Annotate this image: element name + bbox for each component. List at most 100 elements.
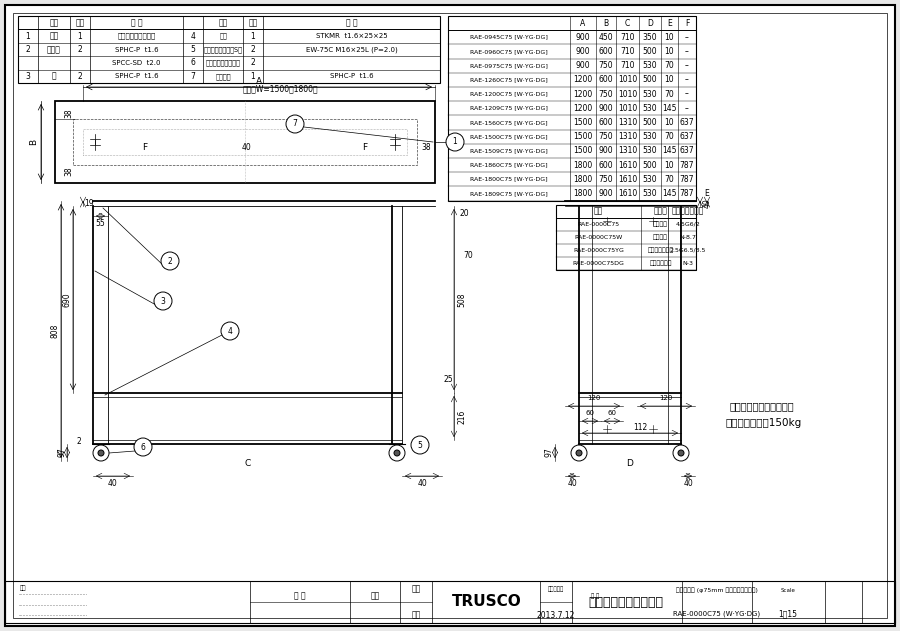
Text: 1: 1 xyxy=(25,32,31,40)
Text: 1310: 1310 xyxy=(618,146,637,155)
Text: 均等静止荷重：150kg: 均等静止荷重：150kg xyxy=(725,418,801,428)
Text: 10: 10 xyxy=(665,75,674,85)
Text: 1200: 1200 xyxy=(573,90,592,98)
Circle shape xyxy=(154,292,172,310)
Text: 530: 530 xyxy=(643,133,657,141)
Text: 600: 600 xyxy=(598,75,613,85)
Text: D: D xyxy=(626,459,634,468)
Text: RAE-0975C75 [W·YG·DG]: RAE-0975C75 [W·YG·DG] xyxy=(470,63,548,68)
Text: 900: 900 xyxy=(598,104,613,113)
Text: –: – xyxy=(685,33,688,42)
Text: ..............................................: ........................................… xyxy=(18,601,87,606)
Text: 900: 900 xyxy=(576,61,590,70)
Text: ..............................................: ........................................… xyxy=(18,591,87,596)
Text: 承 認: 承 認 xyxy=(294,591,306,601)
Text: 38: 38 xyxy=(421,143,431,153)
Text: 2: 2 xyxy=(25,45,31,54)
Text: 450: 450 xyxy=(598,33,613,42)
Text: 40: 40 xyxy=(703,198,712,208)
Text: 4: 4 xyxy=(228,326,232,336)
Text: 森田: 森田 xyxy=(411,611,420,620)
Text: 40: 40 xyxy=(242,143,252,153)
Circle shape xyxy=(394,450,400,456)
Text: 1500: 1500 xyxy=(573,118,593,127)
Text: 710: 710 xyxy=(620,47,634,56)
Text: 名称: 名称 xyxy=(219,18,228,27)
Text: 通番: 通番 xyxy=(20,586,26,591)
Text: 2: 2 xyxy=(76,437,81,445)
Text: D: D xyxy=(647,18,652,28)
Text: 350: 350 xyxy=(643,33,657,42)
Circle shape xyxy=(221,322,239,340)
Text: 2: 2 xyxy=(77,72,83,81)
Text: 40: 40 xyxy=(108,480,118,488)
Text: 7: 7 xyxy=(292,119,297,129)
Text: 70: 70 xyxy=(664,61,674,70)
Text: N-3: N-3 xyxy=(682,261,694,266)
Text: 数量: 数量 xyxy=(248,18,257,27)
Text: ホワイト: ホワイト xyxy=(653,234,668,240)
Text: 1：15: 1：15 xyxy=(778,610,797,618)
Text: E: E xyxy=(705,189,709,199)
Text: 25: 25 xyxy=(443,375,453,384)
Text: N-8.7: N-8.7 xyxy=(680,235,697,240)
Text: Scale: Scale xyxy=(780,587,796,593)
Text: 530: 530 xyxy=(643,90,657,98)
Text: 1200: 1200 xyxy=(573,104,592,113)
Text: EW-75C M16×25L (P=2.0): EW-75C M16×25L (P=2.0) xyxy=(306,46,398,53)
Text: 120: 120 xyxy=(660,395,672,401)
Text: 500: 500 xyxy=(643,161,657,170)
Text: RAE-1800C75 [W·YG·DG]: RAE-1800C75 [W·YG·DG] xyxy=(470,177,548,182)
Text: SPHC-P  t1.6: SPHC-P t1.6 xyxy=(114,73,158,80)
Text: 備 考: 備 考 xyxy=(346,18,357,27)
Text: 2: 2 xyxy=(77,45,83,54)
Text: 750: 750 xyxy=(598,175,613,184)
Text: F: F xyxy=(685,18,689,28)
Text: 40: 40 xyxy=(567,480,577,488)
Text: 上枚補強: 上枚補強 xyxy=(215,73,230,80)
Text: 216: 216 xyxy=(457,410,466,423)
Text: 名称: 名称 xyxy=(50,18,58,27)
Text: RAE-0000C75W: RAE-0000C75W xyxy=(574,235,623,240)
Text: –: – xyxy=(685,61,688,70)
Text: 2: 2 xyxy=(167,256,173,266)
Text: RAE-1209C75 [W·YG·DG]: RAE-1209C75 [W·YG·DG] xyxy=(470,106,548,111)
Text: 脚: 脚 xyxy=(51,72,57,81)
Text: B: B xyxy=(30,139,39,145)
Circle shape xyxy=(571,445,587,461)
Text: 70: 70 xyxy=(664,133,674,141)
Text: 6: 6 xyxy=(140,442,146,452)
Text: 637: 637 xyxy=(680,146,694,155)
Text: 変 更: 変 更 xyxy=(591,593,599,599)
Text: SPHC-P  t1.6: SPHC-P t1.6 xyxy=(114,47,158,52)
Text: RAE-0945C75 [W·YG·DG]: RAE-0945C75 [W·YG·DG] xyxy=(470,35,548,40)
Text: マンセル近似値: マンセル近似値 xyxy=(671,206,704,216)
Text: 145: 145 xyxy=(662,146,677,155)
Text: C: C xyxy=(625,18,630,28)
Text: –: – xyxy=(685,90,688,98)
Text: 4.5G6/2: 4.5G6/2 xyxy=(676,221,700,227)
Text: RAE-1260C75 [W·YG·DG]: RAE-1260C75 [W·YG·DG] xyxy=(470,78,548,83)
Circle shape xyxy=(98,450,104,456)
Text: C: C xyxy=(245,459,250,468)
Text: 備 考: 備 考 xyxy=(130,18,142,27)
Text: RAE-0000C75 (W·YG·DG): RAE-0000C75 (W·YG·DG) xyxy=(673,611,760,617)
Text: A: A xyxy=(256,76,262,85)
Text: 10: 10 xyxy=(665,161,674,170)
Text: SPCC-SD  t2.0: SPCC-SD t2.0 xyxy=(112,60,161,66)
Text: 70: 70 xyxy=(664,90,674,98)
Text: 112: 112 xyxy=(633,423,647,432)
Text: 軽量作業台 (φ75mm ゴムキャスター付): 軽量作業台 (φ75mm ゴムキャスター付) xyxy=(676,587,758,593)
Text: 設計年月日: 設計年月日 xyxy=(548,586,564,592)
Text: RAE-1509C75 [W·YG·DG]: RAE-1509C75 [W·YG·DG] xyxy=(470,148,548,153)
Text: 3: 3 xyxy=(160,297,166,305)
Text: RAE-0960C75 [W·YG·DG]: RAE-0960C75 [W·YG·DG] xyxy=(470,49,548,54)
Text: 600: 600 xyxy=(598,161,613,170)
Text: ヤンググリーン: ヤンググリーン xyxy=(647,247,673,253)
Text: 19: 19 xyxy=(85,199,94,208)
Text: 3: 3 xyxy=(25,72,31,81)
Text: 120: 120 xyxy=(588,395,600,401)
Text: 40: 40 xyxy=(417,480,427,488)
Text: 40: 40 xyxy=(683,480,693,488)
Text: 10: 10 xyxy=(665,118,674,127)
